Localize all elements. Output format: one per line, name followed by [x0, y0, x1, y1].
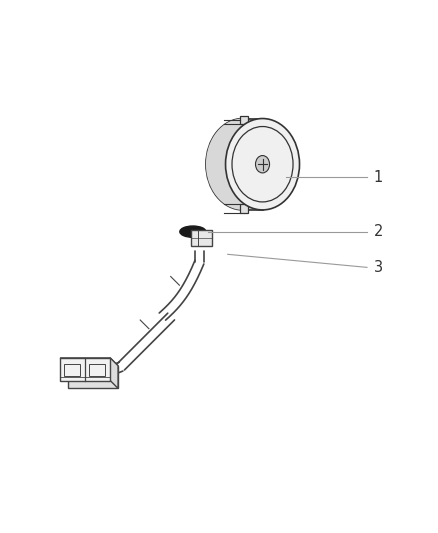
FancyBboxPatch shape — [240, 116, 248, 124]
Text: 3: 3 — [374, 260, 383, 275]
Polygon shape — [60, 358, 118, 366]
FancyBboxPatch shape — [191, 230, 212, 246]
Ellipse shape — [226, 118, 300, 210]
FancyBboxPatch shape — [240, 205, 248, 213]
Ellipse shape — [180, 226, 206, 237]
Text: 2: 2 — [374, 224, 383, 239]
Text: 1: 1 — [374, 170, 383, 185]
Polygon shape — [206, 118, 262, 210]
Polygon shape — [110, 358, 118, 389]
Polygon shape — [68, 366, 118, 389]
Polygon shape — [60, 358, 110, 381]
Ellipse shape — [255, 156, 269, 173]
